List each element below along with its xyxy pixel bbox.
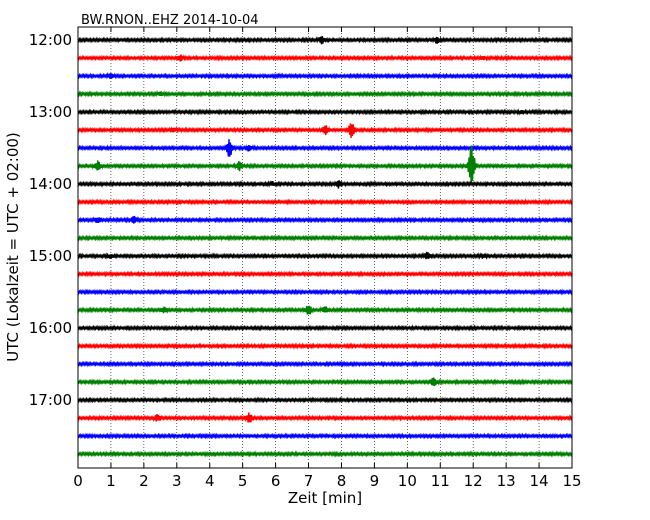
- y-tick-label-3: 15:00: [29, 247, 72, 265]
- plot-frame: [77, 26, 573, 469]
- x-tick-label-2: 2: [139, 472, 149, 490]
- trace-1615: [77, 342, 573, 350]
- trace-1515: [77, 270, 573, 278]
- traces-layer: [77, 36, 573, 458]
- trace-1430: [77, 215, 573, 224]
- x-tick-label-1: 1: [106, 472, 116, 490]
- trace-1330: [77, 139, 573, 157]
- x-tick-label-10: 10: [398, 472, 417, 490]
- trace-1445: [77, 234, 573, 242]
- trace-1500: [77, 251, 573, 261]
- trace-1345: [77, 145, 573, 184]
- x-tick-label-6: 6: [271, 472, 281, 490]
- x-axis-title: Zeit [min]: [288, 489, 362, 507]
- trace-1200: [77, 36, 573, 45]
- y-tick-label-0: 12:00: [29, 31, 72, 49]
- trace-1400: [77, 179, 573, 189]
- x-tick-label-15: 15: [562, 472, 581, 490]
- y-tick-label-2: 14:00: [29, 175, 72, 193]
- trace-1745: [77, 450, 573, 458]
- trace-1530: [77, 288, 573, 296]
- trace-1315: [77, 123, 573, 139]
- x-tick-label-9: 9: [370, 472, 380, 490]
- chart-title: BW.RNON..EHZ 2014-10-04: [81, 13, 259, 28]
- x-tick-label-14: 14: [530, 472, 549, 490]
- trace-1600: [77, 324, 573, 332]
- x-tick-label-5: 5: [238, 472, 248, 490]
- trace-1730: [77, 432, 573, 440]
- x-tick-label-3: 3: [172, 472, 182, 490]
- x-tick-label-13: 13: [497, 472, 516, 490]
- x-tick-label-4: 4: [205, 472, 215, 490]
- x-tick-label-11: 11: [431, 472, 450, 490]
- trace-1230: [77, 71, 573, 80]
- y-tick-label-5: 17:00: [29, 391, 72, 409]
- trace-1545: [77, 305, 573, 315]
- trace-1215: [77, 53, 573, 62]
- trace-1245: [77, 89, 573, 98]
- trace-1300: [77, 108, 573, 116]
- x-tick-label-8: 8: [337, 472, 347, 490]
- trace-1415: [77, 198, 573, 206]
- y-tick-label-1: 13:00: [29, 103, 72, 121]
- x-tick-label-0: 0: [73, 472, 83, 490]
- y-tick-label-4: 16:00: [29, 319, 72, 337]
- trace-1715: [77, 412, 573, 423]
- trace-1645: [77, 377, 573, 387]
- ticks-layer: 0 1 2 3 4 5 6 7 8 9 10 11 12 13 14 1512:0013:0014:0015:…: [29, 27, 582, 490]
- trace-1630: [77, 360, 573, 368]
- y-axis-title: UTC (Lokalzeit = UTC + 02:00): [4, 132, 22, 362]
- x-tick-label-12: 12: [464, 472, 483, 490]
- trace-1700: [77, 396, 573, 404]
- x-tick-label-7: 7: [304, 472, 314, 490]
